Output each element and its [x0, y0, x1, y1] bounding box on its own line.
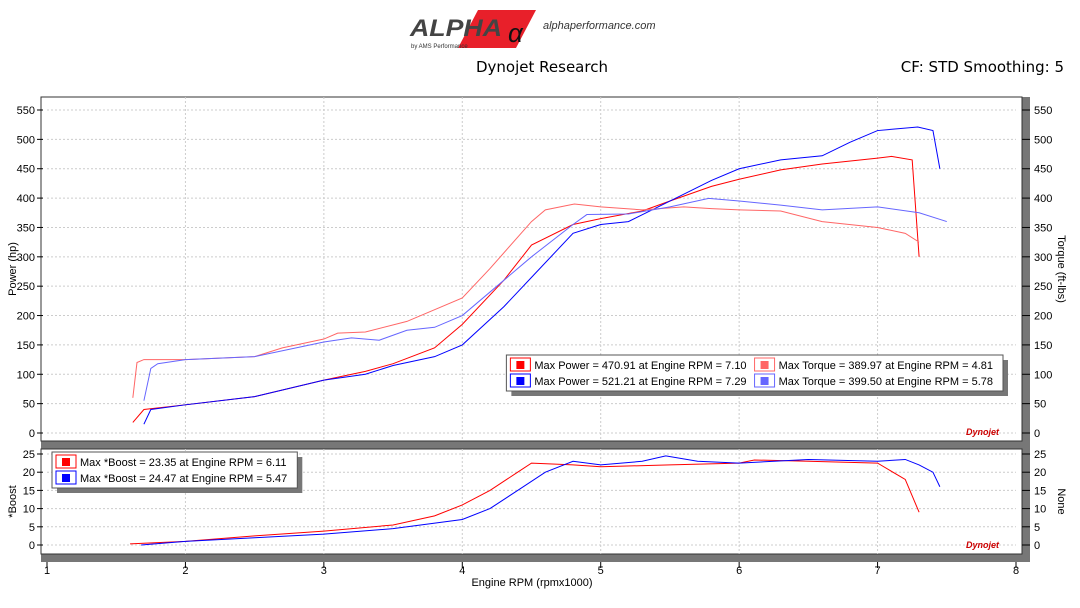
series-line-2 [143, 126, 941, 425]
frame-shadow [1022, 97, 1030, 449]
series-line-2 [141, 455, 941, 546]
x-tick-label: 4 [459, 565, 465, 577]
y-tick-label: 350 [17, 222, 35, 234]
y-tick-label: 100 [17, 369, 35, 381]
y2-tick-label: 250 [1034, 281, 1052, 293]
x-tick-label: 7 [875, 565, 881, 577]
legend-entry: Max Torque = 389.97 at Engine RPM = 4.81 [779, 360, 993, 372]
y2-tick-label: 400 [1034, 193, 1052, 205]
y-tick-label: 500 [17, 134, 35, 146]
legend-entry: Max *Boost = 23.35 at Engine RPM = 6.11 [80, 457, 286, 469]
y-tick-label: 300 [17, 252, 35, 264]
y-tick-label: 450 [17, 164, 35, 176]
x-tick-label: 3 [321, 565, 327, 577]
svg-text:by AMS Performance: by AMS Performance [411, 44, 468, 50]
y2-tick-label: 550 [1034, 105, 1052, 117]
legend-entry: Max Power = 521.21 at Engine RPM = 7.29 [534, 376, 746, 388]
y2-tick-label: 150 [1034, 340, 1052, 352]
y2-tick-label: 15 [1034, 485, 1046, 497]
y-tick-label: 0 [29, 428, 35, 440]
legend-entry: Max Torque = 399.50 at Engine RPM = 5.78 [779, 376, 993, 388]
y2-tick-label: 50 [1034, 399, 1046, 411]
x-tick-label: 2 [182, 565, 188, 577]
y2-tick-label: 0 [1034, 428, 1040, 440]
dynojet-logo: Dynojet [966, 540, 1000, 550]
y-tick-label: 400 [17, 193, 35, 205]
y2-tick-label: 300 [1034, 252, 1052, 264]
legend: Max Power = 470.91 at Engine RPM = 7.10 M… [505, 354, 1008, 396]
y2-tick-label: 5 [1034, 522, 1040, 534]
y2-tick-label: 450 [1034, 164, 1052, 176]
legend-entry: Max *Boost = 24.47 at Engine RPM = 5.47 [80, 473, 287, 485]
y2-axis-label: None [1055, 488, 1067, 514]
y2-tick-label: 100 [1034, 369, 1052, 381]
svg-text:ALPHA: ALPHA [409, 15, 502, 42]
x-tick-label: 8 [1013, 565, 1019, 577]
frame-shadow [41, 441, 1028, 449]
legend-entry: Max Power = 470.91 at Engine RPM = 7.10 [534, 360, 746, 372]
y-tick-label: 20 [23, 467, 35, 479]
y2-tick-label: 350 [1034, 222, 1052, 234]
site-url: alphaperformance.com [543, 20, 656, 32]
y2-axis-label: Torque (ft-lbs) [1055, 235, 1067, 303]
y2-tick-label: 500 [1034, 134, 1052, 146]
y-tick-label: 10 [23, 504, 35, 516]
y-tick-label: 200 [17, 311, 35, 323]
legend-box [51, 451, 298, 489]
y-tick-label: 25 [23, 449, 35, 461]
x-tick-label: 1 [44, 565, 50, 577]
y2-tick-label: 20 [1034, 467, 1046, 479]
y-tick-label: 5 [29, 522, 35, 534]
frame-shadow [41, 554, 1028, 562]
y-tick-label: 550 [17, 105, 35, 117]
y2-tick-label: 10 [1034, 504, 1046, 516]
y-tick-label: 250 [17, 281, 35, 293]
x-tick-label: 6 [736, 565, 742, 577]
y2-tick-label: 0 [1034, 540, 1040, 552]
legend-swatch [62, 458, 70, 466]
y-tick-label: 0 [29, 540, 35, 552]
alpha-logo: ALPHA α by AMS Performance [408, 8, 538, 50]
y-tick-label: 50 [23, 399, 35, 411]
legend-swatch [760, 361, 769, 369]
y-axis-label: Power (hp) [7, 242, 19, 296]
legend-swatch [516, 361, 525, 369]
legend-swatch [62, 474, 70, 482]
correction-factor: CF: STD Smoothing: 5 [900, 58, 1064, 76]
legend-swatch [516, 377, 525, 385]
y-axis-label: *Boost [7, 485, 19, 517]
svg-text:α: α [508, 18, 524, 48]
series-line-1 [130, 459, 920, 545]
dynojet-logo: Dynojet [966, 427, 1000, 437]
chart-title: Dynojet Research [476, 58, 608, 76]
y2-tick-label: 200 [1034, 311, 1052, 323]
legend: Max *Boost = 23.35 at Engine RPM = 6.11 M… [51, 451, 303, 493]
x-axis-label: Engine RPM (rpmx1000) [471, 577, 592, 589]
y-tick-label: 150 [17, 340, 35, 352]
y-tick-label: 15 [23, 485, 35, 497]
y2-tick-label: 25 [1034, 449, 1046, 461]
x-tick-label: 5 [598, 565, 604, 577]
frame-shadow [1022, 449, 1030, 562]
legend-swatch [760, 377, 769, 385]
series-line-4 [143, 197, 947, 401]
